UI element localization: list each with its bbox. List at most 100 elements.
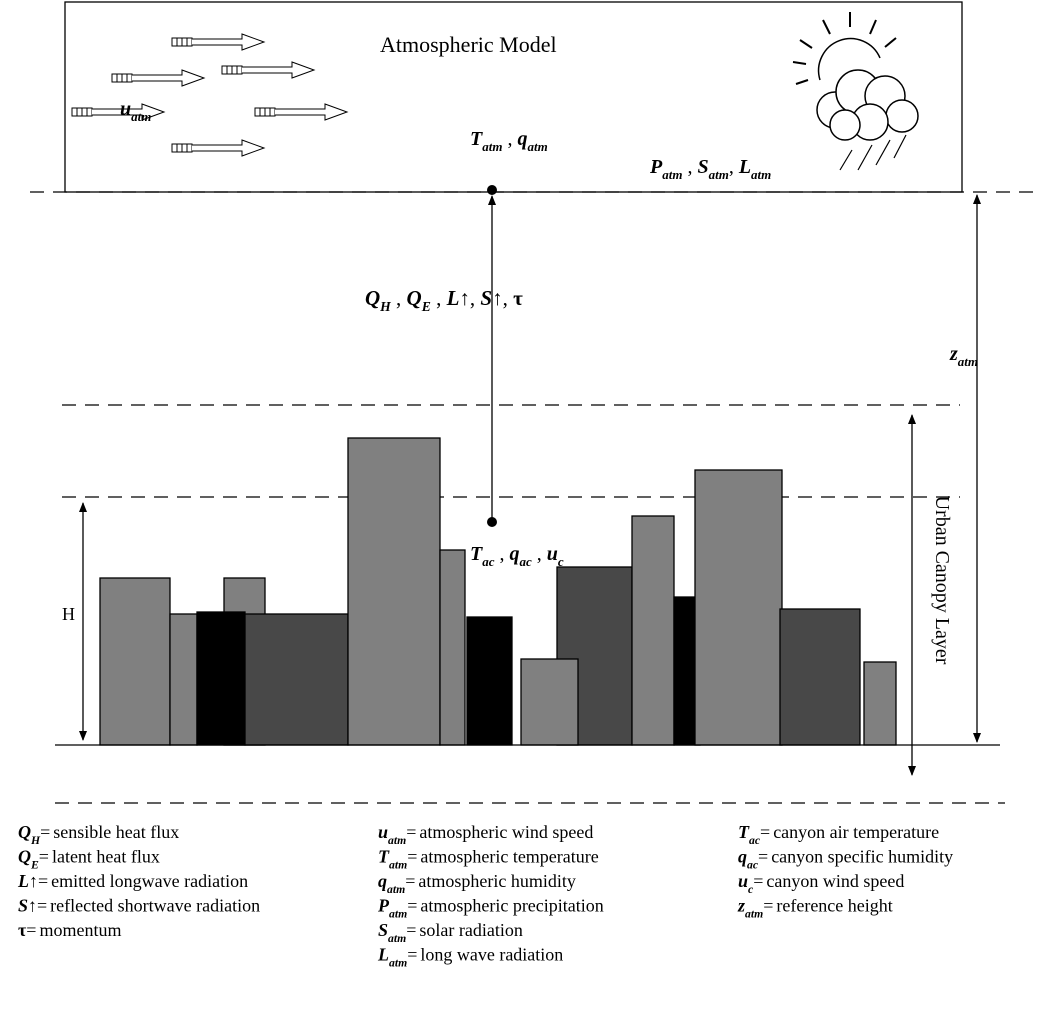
text-part: atmospheric temperature: [420, 847, 598, 867]
text-part: c: [748, 883, 754, 896]
text-part: Q: [18, 822, 31, 842]
text-part: Q: [365, 286, 380, 310]
text-part: emitted longwave radiation: [51, 871, 248, 891]
text-part: u: [378, 822, 388, 842]
text-part: ,: [532, 543, 547, 565]
text-part: z: [737, 896, 745, 916]
text-part: atm: [709, 167, 729, 182]
text-part: atmospheric humidity: [418, 871, 575, 891]
text-part: =: [753, 871, 763, 891]
building: [631, 515, 675, 746]
text-part: u: [120, 98, 131, 120]
building: [863, 661, 897, 746]
text-part: S↑: [18, 896, 37, 916]
text-part: sensible heat flux: [53, 822, 179, 842]
legend-entry: L↑= emitted longwave radiation: [17, 871, 248, 891]
text-part: ,: [470, 286, 481, 310]
text-part: solar radiation: [419, 920, 522, 940]
text-part: ac: [749, 834, 761, 847]
text-part: Q: [18, 847, 31, 867]
atmosphere-point: [487, 185, 497, 195]
text-part: atm: [389, 859, 407, 872]
text-part: latent heat flux: [52, 847, 160, 867]
text-part: T: [470, 128, 483, 150]
legend-entry: uc= canyon wind speed: [738, 871, 904, 896]
text-part: long wave radiation: [420, 945, 563, 965]
text-part: q: [510, 543, 520, 565]
building: [244, 613, 349, 746]
text-part: E: [421, 299, 431, 314]
reference-height-label: zatm: [949, 343, 978, 369]
text-part: =: [406, 920, 416, 940]
text-part: u: [738, 871, 748, 891]
text-part: atm: [527, 139, 547, 154]
text-part: =: [37, 896, 47, 916]
text-part: ,: [495, 543, 510, 565]
text-part: ,: [682, 156, 697, 178]
legend-entry: Tatm= atmospheric temperature: [378, 847, 599, 872]
atmosphere-state-label: Tatm , qatm: [470, 128, 548, 154]
text-part: canyon air temperature: [773, 822, 939, 842]
text-part: =: [758, 847, 768, 867]
text-part: =: [39, 847, 49, 867]
text-part: ,: [503, 286, 514, 310]
text-part: atmospheric precipitation: [420, 896, 603, 916]
canopy-layer-label: Urban Canopy Layer: [931, 496, 953, 665]
atmosphere-box: [64, 1, 963, 193]
text-part: =: [26, 920, 36, 940]
buildings: [99, 437, 897, 746]
legend-entry: qatm= atmospheric humidity: [378, 871, 576, 896]
legend-entry: Patm= atmospheric precipitation: [377, 896, 604, 921]
text-part: E: [30, 859, 39, 872]
building: [196, 611, 246, 746]
legend-entry: Latm= long wave radiation: [377, 945, 563, 970]
building: [520, 658, 579, 746]
text-part: =: [38, 871, 48, 891]
text-part: atm: [388, 834, 406, 847]
text-part: L↑: [446, 286, 470, 310]
text-part: =: [407, 896, 417, 916]
legend-entry: Satm= solar radiation: [378, 920, 523, 945]
building: [347, 437, 441, 746]
wind-label: uatm: [120, 98, 151, 124]
canyon-point: [487, 517, 497, 527]
text-part: =: [406, 822, 416, 842]
legend-entry: uatm= atmospheric wind speed: [378, 822, 593, 847]
text-part: L: [738, 156, 751, 178]
text-part: atm: [958, 354, 978, 369]
text-part: atm: [751, 167, 771, 182]
text-part: τ: [513, 286, 523, 310]
building: [439, 549, 466, 746]
text-part: S: [378, 920, 388, 940]
text-part: ac: [482, 554, 495, 569]
text-part: reflected shortwave radiation: [50, 896, 260, 916]
text-part: T: [738, 822, 750, 842]
text-part: ac: [747, 859, 759, 872]
text-part: z: [949, 343, 958, 365]
building: [169, 613, 198, 746]
text-part: atmospheric wind speed: [419, 822, 593, 842]
text-part: L: [377, 945, 389, 965]
canyon-label: Tac , qac , uc: [470, 543, 564, 569]
text-part: canyon wind speed: [766, 871, 904, 891]
legend-entry: S↑= reflected shortwave radiation: [18, 896, 260, 916]
text-part: L↑: [17, 871, 38, 891]
text-part: canyon specific humidity: [771, 847, 953, 867]
text-part: ac: [520, 554, 533, 569]
text-part: c: [558, 554, 564, 569]
text-part: atm: [387, 883, 405, 896]
flux-label: QH , QE , L↑, S↑, τ: [365, 286, 523, 314]
text-part: =: [40, 822, 50, 842]
text-part: atm: [745, 908, 763, 921]
atmosphere-forcing-label: Patm , Satm, Latm: [649, 156, 771, 182]
text-part: P: [377, 896, 390, 916]
text-part: τ: [18, 920, 27, 940]
text-part: reference height: [776, 896, 892, 916]
text-part: atm: [388, 932, 406, 945]
legend-entry: qac= canyon specific humidity: [738, 847, 953, 872]
text-part: atm: [389, 908, 407, 921]
text-part: =: [763, 896, 773, 916]
legend-entry: QE= latent heat flux: [18, 847, 160, 872]
text-part: =: [760, 822, 770, 842]
